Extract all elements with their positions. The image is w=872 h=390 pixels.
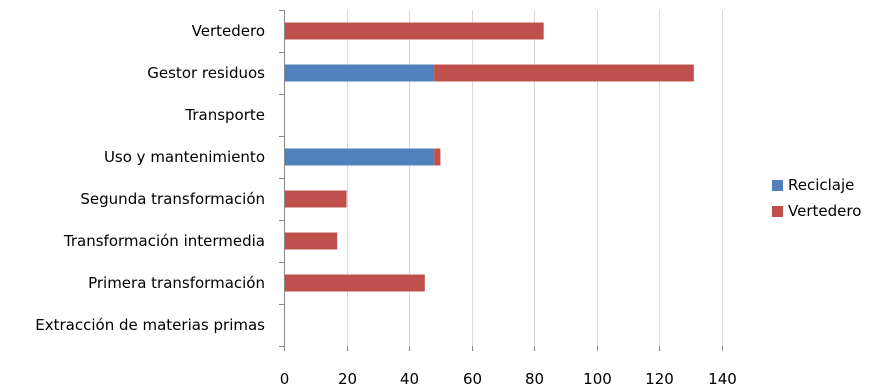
category-label: Segunda transformación [80, 190, 265, 208]
category-label: Vertedero [192, 22, 265, 40]
category-label: Transporte [184, 106, 265, 124]
legend-item-vertedero: Vertedero [772, 198, 861, 224]
bars [284, 22, 694, 292]
legend-swatch-vertedero [772, 205, 783, 217]
bar-vertedero [284, 274, 425, 292]
x-tick-label: 0 [280, 370, 290, 388]
axes [279, 10, 723, 351]
legend-swatch-reciclaje [772, 179, 783, 191]
labels: 0 20 40 60 80 100 120 140 Extracción de materias… [35, 22, 737, 388]
category-label: Uso y mantenimiento [104, 148, 265, 166]
x-tick-label: 100 [583, 370, 612, 388]
legend: Reciclaje Vertedero [772, 172, 861, 224]
x-tick-label: 20 [338, 370, 357, 388]
category-label: Transformación intermedia [63, 232, 265, 250]
gridlines [284, 10, 723, 346]
legend-label-reciclaje: Reciclaje [788, 176, 855, 194]
x-tick-label: 120 [645, 370, 674, 388]
category-label: Primera transformación [88, 274, 265, 292]
x-tick-label: 80 [525, 370, 544, 388]
bar-vertedero [284, 232, 338, 250]
bar-reciclaje [284, 148, 435, 166]
bar-vertedero [284, 22, 544, 40]
x-tick-label: 40 [400, 370, 419, 388]
category-label: Extracción de materias primas [35, 316, 265, 334]
legend-label-vertedero: Vertedero [788, 202, 862, 220]
x-tick-label: 140 [708, 370, 737, 388]
bar-vertedero [434, 64, 694, 82]
category-label: Gestor residuos [147, 64, 265, 82]
bar-vertedero [434, 148, 441, 166]
bar-reciclaje [284, 64, 435, 82]
legend-item-reciclaje: Reciclaje [772, 172, 861, 198]
bar-vertedero [284, 190, 347, 208]
x-tick-label: 60 [463, 370, 482, 388]
